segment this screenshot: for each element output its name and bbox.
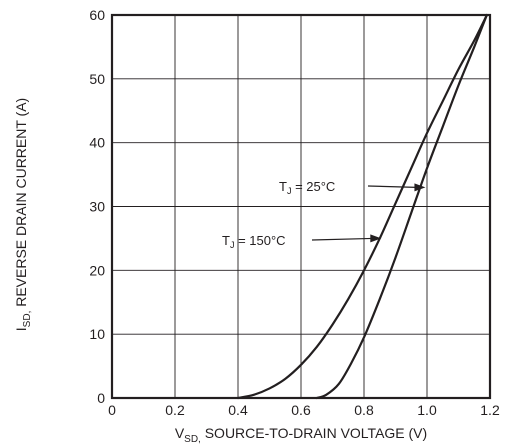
x-tick-label: 1.0 [417,402,437,418]
x-tick-label: 0.6 [291,402,311,418]
x-tick-label: 1.2 [480,402,500,418]
x-axis-label-main: V [175,425,185,441]
annotation-arrowhead [414,183,426,192]
y-axis-label-rest: REVERSE DRAIN CURRENT (A) [13,98,29,311]
y-tick-label: 50 [89,71,105,87]
y-tick-label: 60 [89,7,105,23]
series-label-rest: = 25°C [291,179,335,194]
x-tick-label: 0.4 [228,402,248,418]
series-label-main: T [279,179,287,194]
x-axis-label: VSD, SOURCE-TO-DRAIN VOLTAGE (V) [175,425,427,445]
curves [236,13,488,400]
plot-frame [110,13,492,400]
x-axis-label-sub: SD, [184,434,201,445]
grid [112,15,490,398]
series-label-rest: = 150°C [234,233,285,248]
y-tick-label: 30 [89,199,105,215]
y-tick-label: 40 [89,135,105,151]
x-tick-label: 0 [108,402,116,418]
annotation-arrowhead [370,234,382,243]
y-axis-label: ISD, REVERSE DRAIN CURRENT (A) [13,98,33,331]
x-tick-label: 0.2 [165,402,185,418]
annotation-arrow-line [367,185,417,188]
y-tick-label: 0 [97,390,105,406]
annotation-arrow-line [311,237,373,241]
y-axis-label-main: I [13,327,29,331]
x-axis-label-rest: SOURCE-TO-DRAIN VOLTAGE (V) [201,425,427,441]
series-label: TJ = 25°C [279,179,335,196]
series-label-sub: J [230,240,235,250]
series-label-sub: J [287,186,292,196]
series-line [236,13,488,400]
x-tick-label: 0.8 [354,402,374,418]
series-label-main: T [222,233,230,248]
annotations: TJ = 25°CTJ = 150°C [222,179,426,250]
y-axis-label-sub: SD, [22,311,33,328]
y-tick-label: 20 [89,262,105,278]
series-label: TJ = 150°C [222,233,286,250]
y-tick-label: 10 [89,326,105,342]
series-line [315,13,488,400]
tick-labels: 0 0.2 0.4 0.6 0.8 1.0 1.2 0 10 20 30 40 50 60 [89,7,500,418]
